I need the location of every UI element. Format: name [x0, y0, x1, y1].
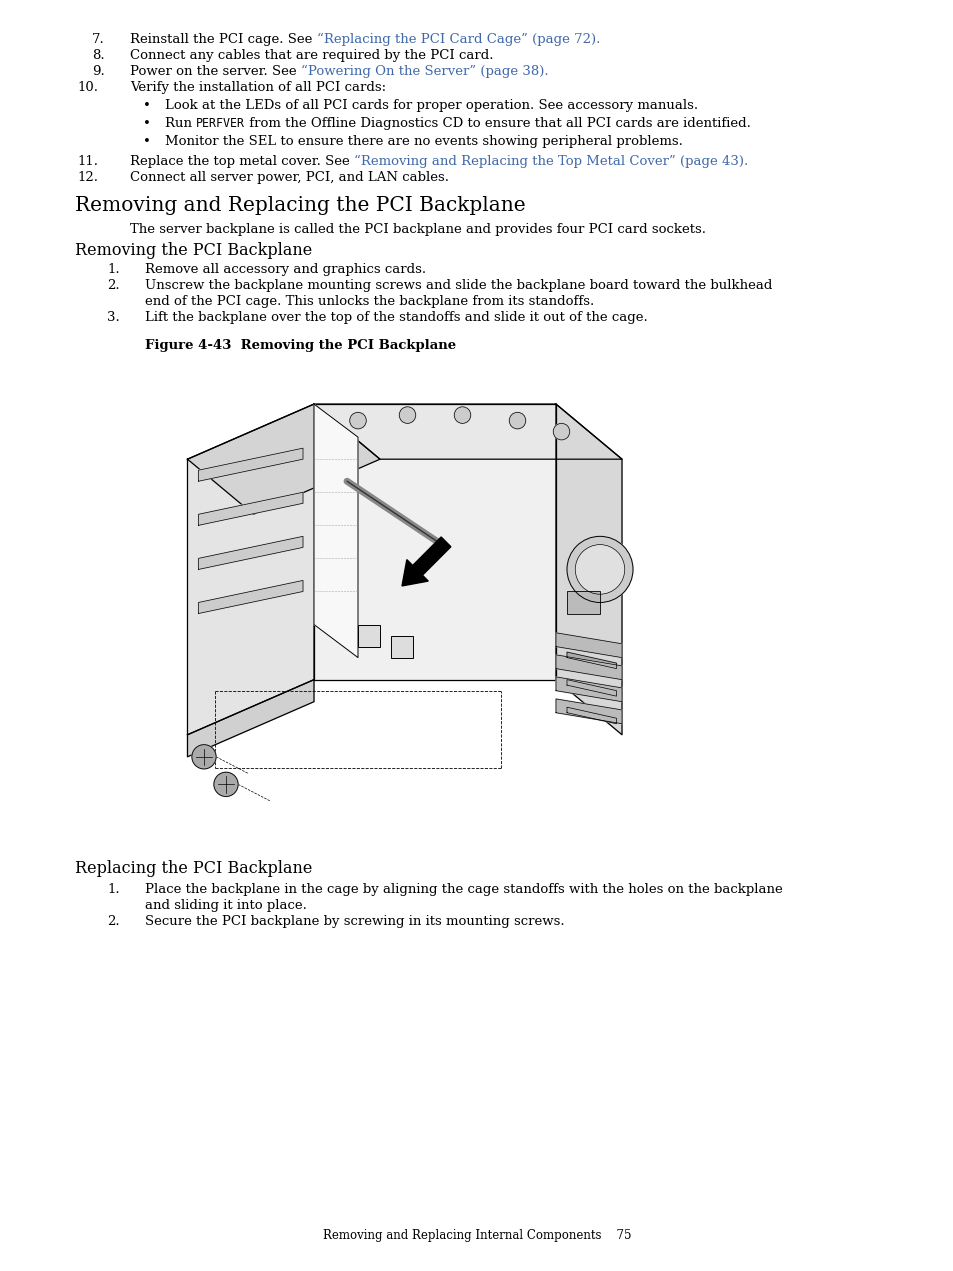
Circle shape	[566, 536, 633, 602]
Text: Reinstall the PCI cage. See: Reinstall the PCI cage. See	[130, 33, 316, 46]
Polygon shape	[556, 633, 621, 657]
Text: The server backplane is called the PCI backplane and provides four PCI card sock: The server backplane is called the PCI b…	[130, 222, 705, 236]
Polygon shape	[566, 680, 616, 697]
Text: Figure 4-43  Removing the PCI Backplane: Figure 4-43 Removing the PCI Backplane	[145, 339, 456, 352]
Polygon shape	[188, 680, 314, 756]
Polygon shape	[198, 536, 303, 569]
Circle shape	[553, 423, 569, 440]
Text: from the Offline Diagnostics CD to ensure that all PCI cards are identified.: from the Offline Diagnostics CD to ensur…	[245, 117, 750, 130]
Text: Secure the PCI backplane by screwing in its mounting screws.: Secure the PCI backplane by screwing in …	[145, 915, 564, 928]
Polygon shape	[188, 404, 379, 515]
Text: PERFVER: PERFVER	[196, 117, 245, 130]
Text: Removing and Replacing the PCI Backplane: Removing and Replacing the PCI Backplane	[75, 196, 525, 215]
Text: Removing the PCI Backplane: Removing the PCI Backplane	[75, 241, 312, 259]
Text: 2.: 2.	[108, 280, 120, 292]
Text: Replace the top metal cover. See: Replace the top metal cover. See	[130, 155, 354, 168]
FancyBboxPatch shape	[566, 591, 599, 614]
FancyArrow shape	[401, 536, 451, 586]
Polygon shape	[314, 404, 556, 680]
Polygon shape	[566, 707, 616, 723]
Circle shape	[399, 407, 416, 423]
Text: Run: Run	[165, 117, 196, 130]
Text: •: •	[143, 135, 151, 147]
Polygon shape	[556, 699, 621, 723]
Polygon shape	[314, 404, 621, 459]
Text: Connect any cables that are required by the PCI card.: Connect any cables that are required by …	[130, 50, 493, 62]
Circle shape	[192, 745, 216, 769]
Text: 2.: 2.	[108, 915, 120, 928]
Text: “Replacing the PCI Card Cage” (page 72).: “Replacing the PCI Card Cage” (page 72).	[316, 33, 599, 46]
Text: and sliding it into place.: and sliding it into place.	[145, 899, 307, 913]
Text: Monitor the SEL to ensure there are no events showing peripheral problems.: Monitor the SEL to ensure there are no e…	[165, 135, 682, 147]
Polygon shape	[198, 581, 303, 614]
Text: 10.: 10.	[77, 81, 98, 94]
Text: 12.: 12.	[77, 172, 98, 184]
Text: 7.: 7.	[92, 33, 105, 46]
Circle shape	[454, 407, 470, 423]
Text: 1.: 1.	[108, 263, 120, 276]
Polygon shape	[198, 449, 303, 482]
Text: •: •	[143, 117, 151, 130]
Text: Connect all server power, PCI, and LAN cables.: Connect all server power, PCI, and LAN c…	[130, 172, 449, 184]
Text: 11.: 11.	[77, 155, 98, 168]
Text: Replacing the PCI Backplane: Replacing the PCI Backplane	[75, 860, 312, 877]
Circle shape	[509, 412, 525, 428]
Polygon shape	[566, 652, 616, 669]
Text: Remove all accessory and graphics cards.: Remove all accessory and graphics cards.	[145, 263, 426, 276]
Text: Power on the server. See: Power on the server. See	[130, 65, 300, 78]
Polygon shape	[198, 492, 303, 525]
Text: 9.: 9.	[92, 65, 105, 78]
Circle shape	[213, 773, 238, 797]
Polygon shape	[556, 655, 621, 680]
Polygon shape	[556, 677, 621, 702]
Text: Lift the backplane over the top of the standoffs and slide it out of the cage.: Lift the backplane over the top of the s…	[145, 311, 647, 324]
Polygon shape	[188, 404, 314, 735]
Text: Unscrew the backplane mounting screws and slide the backplane board toward the b: Unscrew the backplane mounting screws an…	[145, 280, 772, 292]
Text: Verify the installation of all PCI cards:: Verify the installation of all PCI cards…	[130, 81, 386, 94]
Text: Removing and Replacing Internal Components    75: Removing and Replacing Internal Componen…	[322, 1229, 631, 1242]
Text: end of the PCI cage. This unlocks the backplane from its standoffs.: end of the PCI cage. This unlocks the ba…	[145, 295, 594, 308]
Text: Place the backplane in the cage by aligning the cage standoffs with the holes on: Place the backplane in the cage by align…	[145, 883, 781, 896]
Text: “Removing and Replacing the Top Metal Cover” (page 43).: “Removing and Replacing the Top Metal Co…	[354, 155, 747, 168]
Polygon shape	[556, 404, 621, 735]
Polygon shape	[314, 404, 357, 657]
Text: “Powering On the Server” (page 38).: “Powering On the Server” (page 38).	[300, 65, 548, 78]
Text: 8.: 8.	[92, 50, 105, 62]
Text: 1.: 1.	[108, 883, 120, 896]
Text: Look at the LEDs of all PCI cards for proper operation. See accessory manuals.: Look at the LEDs of all PCI cards for pr…	[165, 99, 698, 112]
Text: •: •	[143, 99, 151, 112]
Bar	[391, 636, 413, 657]
Circle shape	[575, 544, 624, 595]
Circle shape	[350, 412, 366, 428]
Bar	[357, 624, 379, 647]
Text: 3.: 3.	[107, 311, 120, 324]
